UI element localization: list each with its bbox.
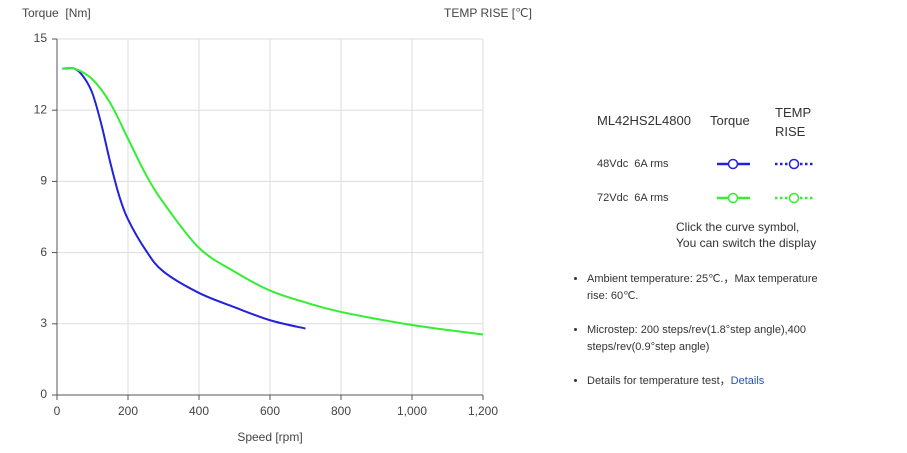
note-text: Ambient temperature: 25℃.，Max temperatur… <box>587 273 818 302</box>
legend-label: 72Vdc 6A rms <box>597 192 669 204</box>
y-tick-label: 15 <box>34 31 48 45</box>
x-tick-label: 600 <box>260 404 280 418</box>
y-tick-label: 6 <box>40 245 47 259</box>
note-text: Microstep: 200 steps/rev(1.8°step angle)… <box>587 324 807 353</box>
legend-torque-symbol[interactable] <box>716 191 756 205</box>
legend-marker <box>727 158 739 170</box>
legend-label: 48Vdc 6A rms <box>597 158 669 170</box>
series-line <box>62 66 484 336</box>
hint-line: Click the curve symbol, <box>676 220 800 234</box>
legend-torque-symbol[interactable] <box>716 157 756 171</box>
legend-col-temp: TEMP RISE <box>775 105 811 139</box>
x-axis-title: Speed [rpm] <box>237 430 302 444</box>
hint: Click the curve symbol, You can switch t… <box>676 219 816 251</box>
note-text: Details for temperature test， <box>587 375 731 387</box>
y-tick-label: 12 <box>34 102 48 116</box>
hint-line: You can switch the display <box>676 236 817 250</box>
notes: Ambient temperature: 25℃.，Max temperatur… <box>573 271 827 407</box>
y-tick-label: 9 <box>40 174 47 188</box>
note: Ambient temperature: 25℃.，Max temperatur… <box>587 271 827 305</box>
y-tick-label: 0 <box>40 387 47 401</box>
x-tick-label: 1,000 <box>397 404 427 418</box>
x-tick-label: 0 <box>54 404 61 418</box>
y-tick-label: 3 <box>40 316 47 330</box>
x-tick-label: 1,200 <box>468 404 498 418</box>
y2-axis-title: TEMP RISE [℃] <box>444 6 532 20</box>
x-tick-label: 800 <box>331 404 351 418</box>
x-tick-label: 200 <box>118 404 138 418</box>
legend-col-torque: Torque <box>710 113 750 128</box>
legend-model: ML42HS2L4800 <box>597 113 691 128</box>
x-tick-label: 400 <box>189 404 209 418</box>
note: Microstep: 200 steps/rev(1.8°step angle)… <box>587 322 827 356</box>
legend-marker <box>788 192 800 204</box>
y-axis-title: Torque [Nm] <box>22 6 91 20</box>
note: Details for temperature test，Details <box>587 373 827 390</box>
details-link[interactable]: Details <box>730 375 765 387</box>
legend-temp-symbol[interactable] <box>774 157 814 171</box>
legend-temp-symbol[interactable] <box>774 191 814 205</box>
legend-marker <box>727 192 739 204</box>
series-line <box>62 67 306 330</box>
legend-marker <box>788 158 800 170</box>
